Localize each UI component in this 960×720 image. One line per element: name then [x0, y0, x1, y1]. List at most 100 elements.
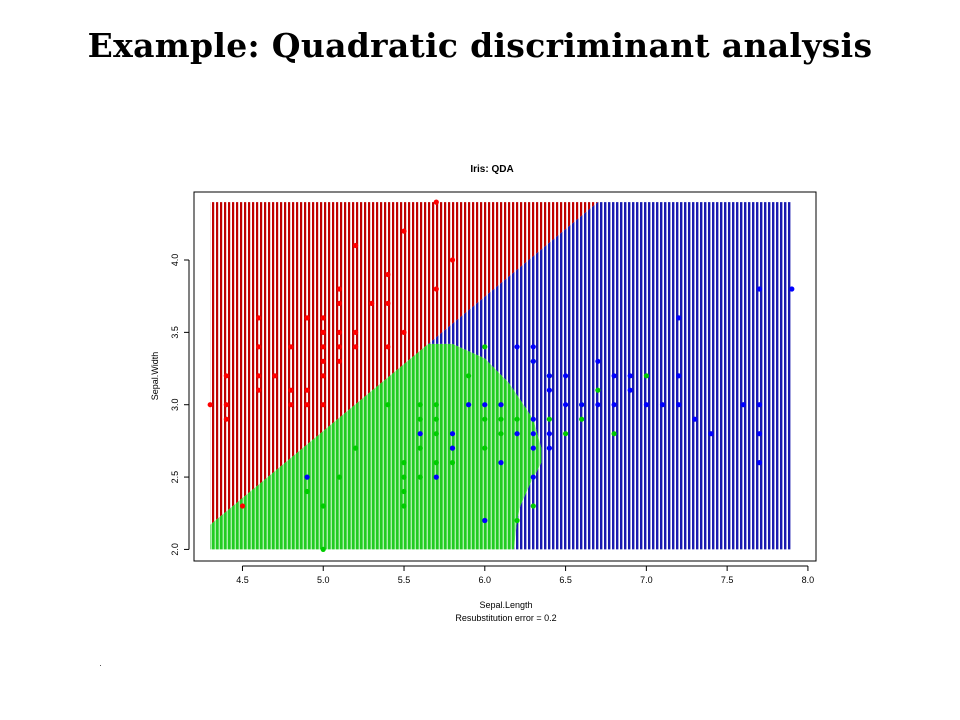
x-axis-label: Sepal.Length	[479, 600, 532, 610]
footer-dot	[100, 665, 101, 666]
point-green	[579, 416, 585, 422]
point-red	[433, 286, 439, 292]
y-tick-label: 3.5	[170, 326, 180, 339]
point-red	[336, 344, 342, 350]
point-blue	[740, 402, 746, 408]
x-tick-label: 7.5	[721, 575, 734, 585]
point-blue	[546, 373, 553, 379]
point-green	[449, 460, 456, 466]
point-blue	[530, 416, 536, 422]
point-blue	[546, 387, 553, 393]
point-red	[223, 416, 229, 422]
point-blue	[756, 460, 763, 466]
point-green	[433, 416, 439, 422]
y-tick-label: 4.0	[170, 254, 180, 267]
region-blue	[428, 202, 792, 550]
point-red	[336, 300, 342, 306]
point-blue	[756, 431, 763, 437]
point-red	[256, 315, 262, 321]
x-tick-label: 7.0	[640, 575, 653, 585]
chart-subtitle: Resubstitution error = 0.2	[455, 613, 556, 623]
region-red	[210, 202, 598, 525]
point-green	[498, 431, 504, 437]
point-red	[320, 329, 326, 335]
point-blue	[756, 286, 763, 292]
point-green	[336, 474, 342, 480]
point-blue	[530, 358, 536, 364]
point-red	[385, 300, 391, 306]
point-red	[433, 199, 439, 205]
point-red	[223, 373, 229, 379]
point-blue	[417, 431, 423, 437]
point-green	[611, 431, 617, 437]
point-green	[417, 402, 423, 408]
point-green	[401, 474, 407, 480]
point-red	[207, 402, 213, 408]
point-green	[482, 344, 488, 350]
point-blue	[643, 402, 650, 408]
point-blue	[692, 416, 698, 422]
point-blue	[756, 402, 763, 408]
point-blue	[676, 402, 682, 408]
point-red	[304, 315, 310, 321]
point-blue	[595, 358, 601, 364]
point-blue	[498, 460, 504, 466]
point-blue	[514, 431, 520, 437]
point-blue	[627, 387, 633, 393]
point-blue	[659, 402, 666, 408]
point-blue	[579, 402, 585, 408]
point-green	[546, 416, 553, 422]
x-tick-label: 5.5	[398, 575, 411, 585]
point-red	[272, 373, 278, 379]
point-green	[417, 416, 423, 422]
point-blue	[708, 431, 714, 437]
y-axis-label: Sepal.Width	[150, 352, 160, 401]
point-blue	[789, 286, 795, 292]
point-red	[256, 373, 262, 379]
x-tick-label: 4.5	[236, 575, 249, 585]
point-green	[595, 387, 601, 393]
point-blue	[530, 431, 536, 437]
point-green	[417, 445, 423, 451]
x-tick-label: 6.5	[559, 575, 572, 585]
point-red	[256, 344, 262, 350]
point-green	[401, 488, 407, 495]
point-blue	[304, 474, 310, 480]
point-red	[256, 387, 262, 393]
point-blue	[611, 402, 617, 408]
point-green	[353, 445, 359, 451]
point-green	[514, 416, 520, 422]
point-blue	[498, 402, 504, 408]
point-red	[401, 329, 407, 335]
point-red	[336, 286, 342, 292]
point-blue	[595, 402, 601, 408]
point-green	[530, 503, 536, 509]
point-blue	[676, 373, 682, 379]
point-blue	[676, 315, 682, 321]
point-red	[320, 344, 326, 350]
point-red	[336, 329, 342, 335]
point-red	[320, 402, 326, 408]
point-blue	[482, 402, 488, 408]
point-green	[563, 431, 569, 437]
point-green	[320, 546, 326, 553]
point-blue	[611, 373, 617, 379]
y-tick-label: 2.0	[170, 543, 180, 556]
point-green	[433, 431, 439, 437]
point-blue	[530, 474, 536, 480]
x-tick-label: 5.0	[317, 575, 330, 585]
point-red	[304, 387, 310, 393]
point-blue	[546, 445, 553, 451]
point-blue	[482, 517, 488, 524]
point-blue	[627, 373, 633, 379]
point-red	[353, 329, 359, 335]
y-tick-label: 2.5	[170, 471, 180, 484]
point-blue	[530, 445, 536, 451]
plot-frame	[193, 191, 817, 562]
point-green	[514, 517, 520, 524]
point-blue	[514, 344, 520, 350]
chart-title: Iris: QDA	[470, 164, 513, 175]
point-blue	[449, 445, 456, 451]
point-green	[498, 416, 504, 422]
